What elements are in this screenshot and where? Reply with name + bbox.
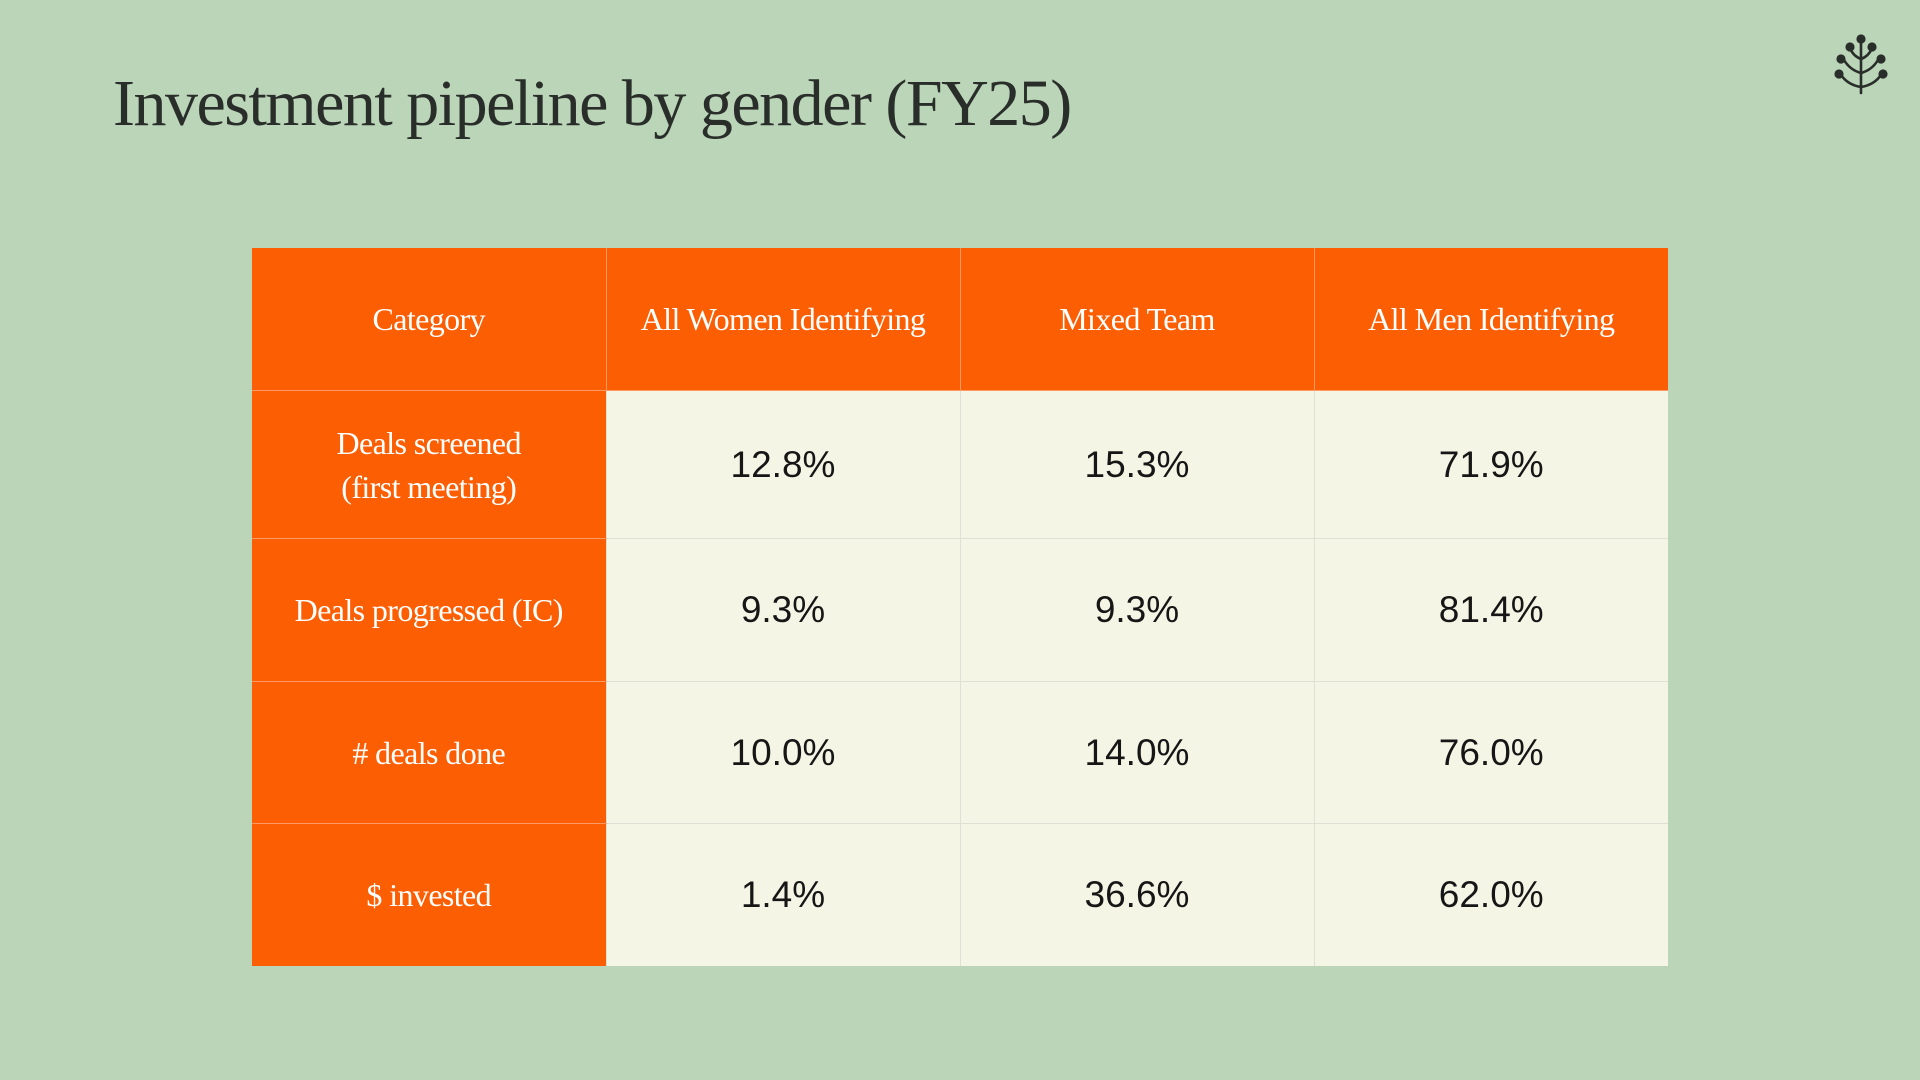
column-header-all-women: All Women Identifying [606, 248, 961, 391]
value-cell: 9.3% [959, 538, 1314, 682]
table-row: Deals progressed (IC) 9.3% 9.3% 81.4% [252, 538, 1668, 682]
value-cell: 1.4% [605, 823, 960, 966]
column-header-mixed-team: Mixed Team [960, 248, 1315, 391]
row-label-dollars-invested: $ invested [252, 823, 606, 966]
sprout-logo-icon [1833, 33, 1889, 97]
row-label-line: (first meeting) [341, 468, 517, 505]
row-label-deals-screened: Deals screened (first meeting) [252, 390, 606, 539]
table-row: Deals screened (first meeting) 12.8% 15.… [252, 390, 1668, 539]
sprout-icon [1834, 34, 1888, 95]
value-cell: 12.8% [605, 390, 960, 539]
value-cell: 36.6% [959, 823, 1314, 966]
table-row: # deals done 10.0% 14.0% 76.0% [252, 681, 1668, 824]
page-title: Investment pipeline by gender (FY25) [113, 67, 1072, 140]
pipeline-table: Category All Women Identifying Mixed Tea… [252, 248, 1668, 966]
column-header-all-men: All Men Identifying [1314, 248, 1668, 391]
row-label-deals-done: # deals done [252, 681, 606, 824]
row-label-line: Deals screened [336, 424, 522, 461]
value-cell: 10.0% [605, 681, 960, 824]
value-cell: 71.9% [1313, 390, 1668, 539]
row-label-deals-progressed: Deals progressed (IC) [252, 538, 606, 682]
value-cell: 14.0% [959, 681, 1314, 824]
value-cell: 9.3% [605, 538, 960, 682]
table-row: $ invested 1.4% 36.6% 62.0% [252, 823, 1668, 966]
column-header-category: Category [252, 248, 607, 391]
value-cell: 15.3% [959, 390, 1314, 539]
value-cell: 76.0% [1313, 681, 1668, 824]
table-header-row: Category All Women Identifying Mixed Tea… [252, 248, 1668, 391]
value-cell: 81.4% [1313, 538, 1668, 682]
value-cell: 62.0% [1313, 823, 1668, 966]
